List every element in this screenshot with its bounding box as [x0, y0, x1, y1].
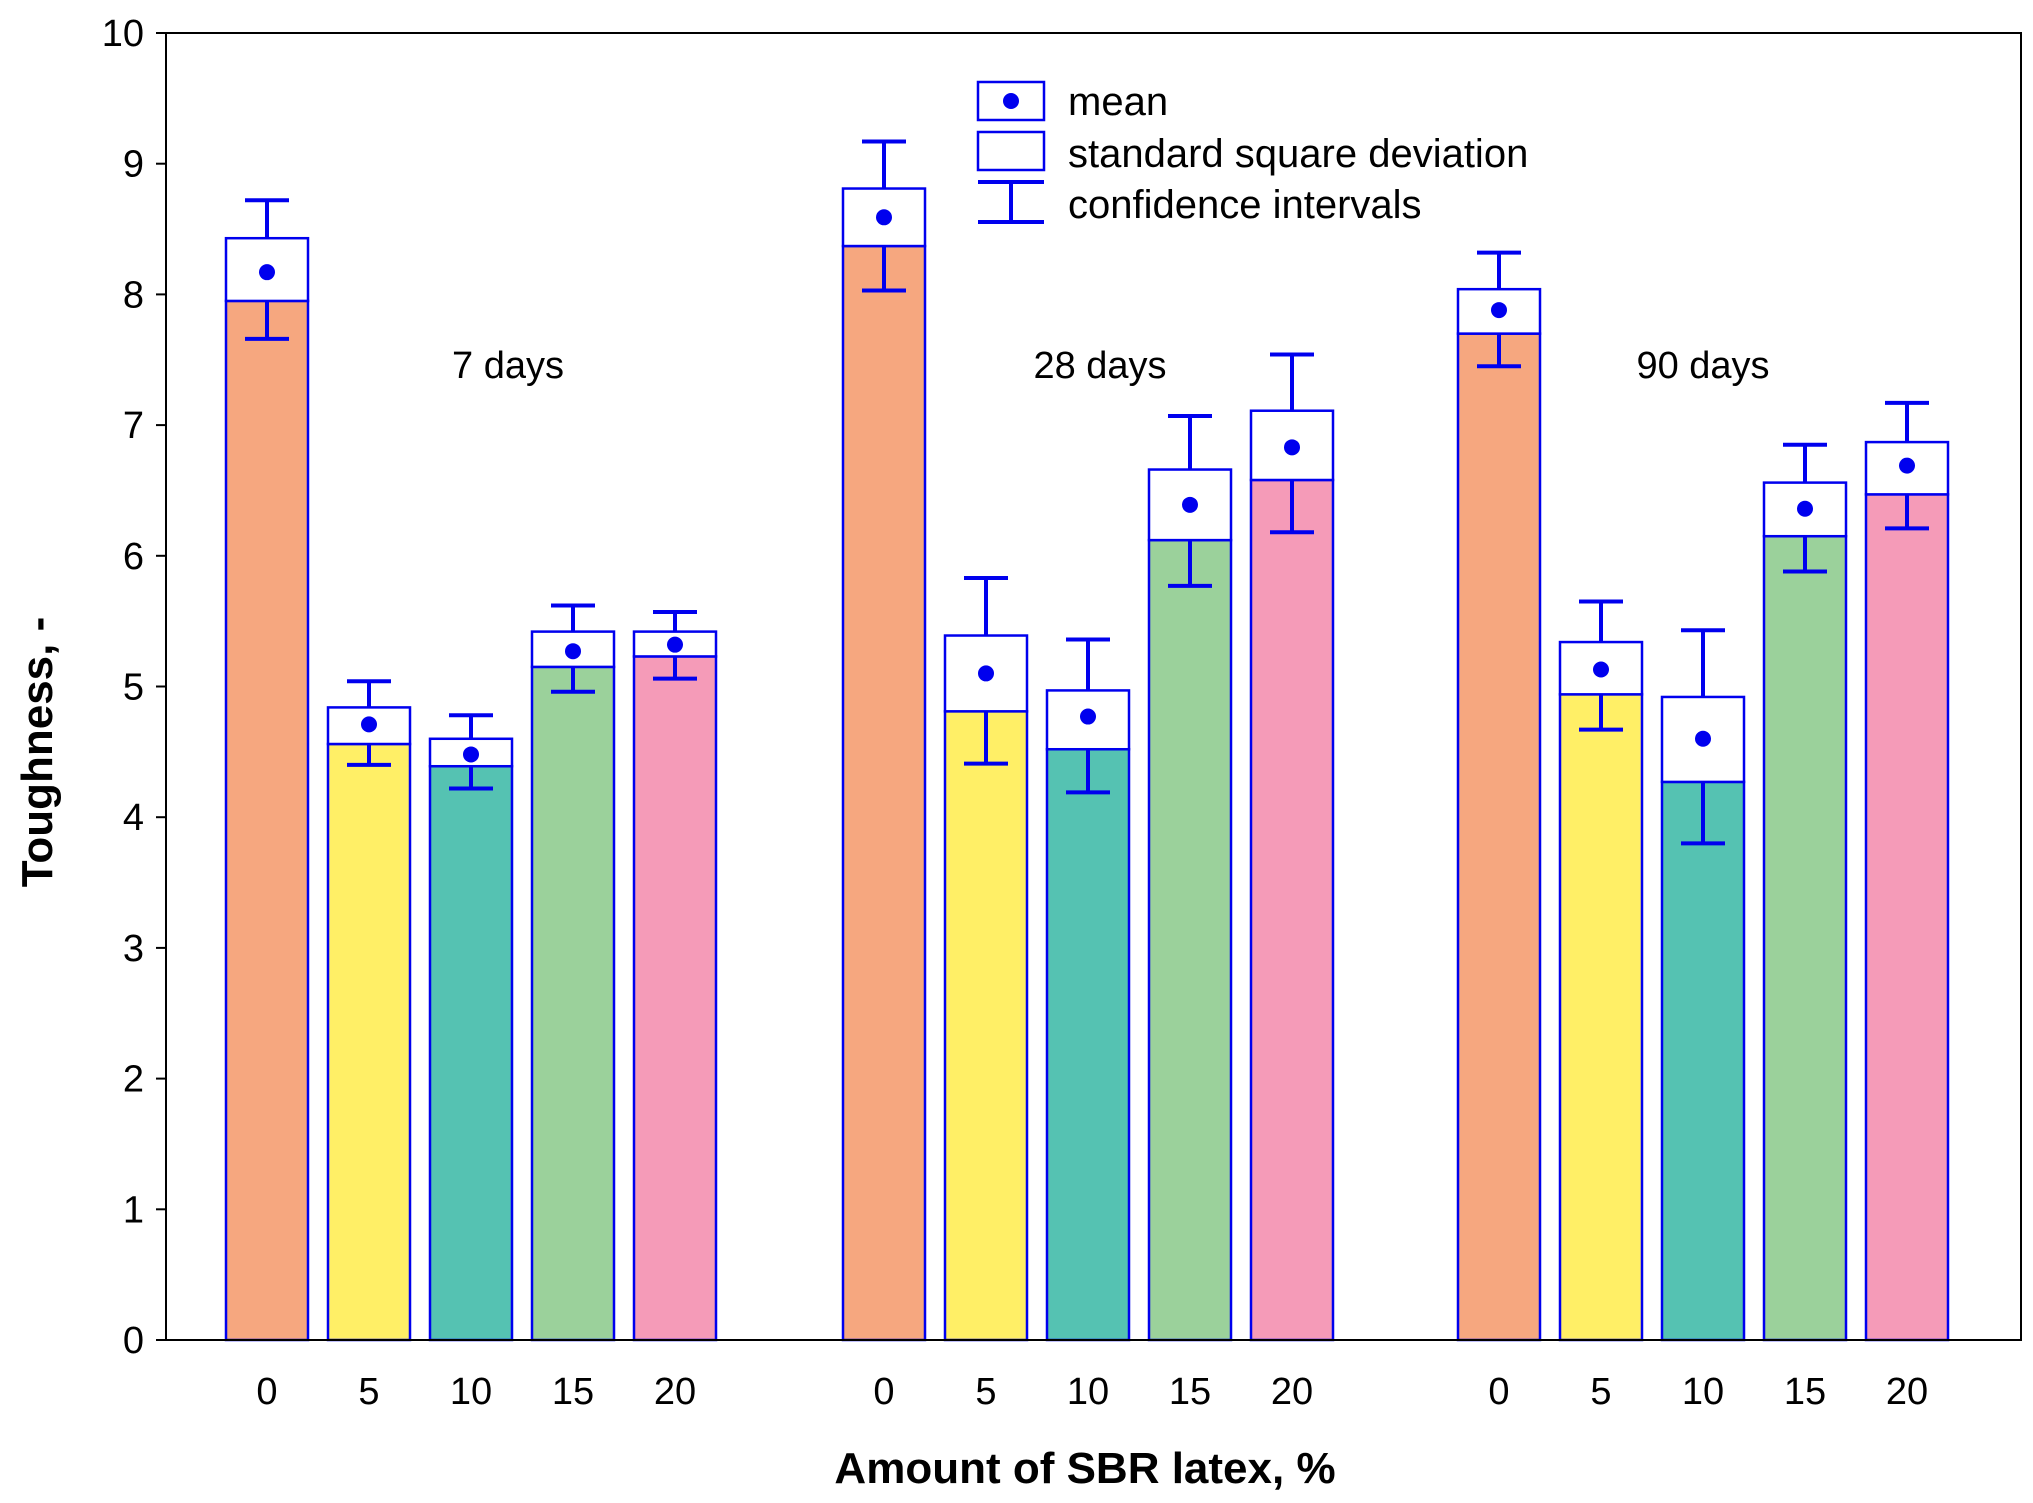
bar-g0-c10 — [428, 764, 514, 1342]
mean-point-g1-c20 — [1284, 439, 1300, 456]
x-tick-label-g0-c15: 15 — [552, 1371, 594, 1413]
y-tick-label-5: 5 — [123, 667, 144, 709]
group-7-days — [224, 198, 718, 1342]
bar-g2-c20 — [1864, 493, 1950, 1342]
legend-sd-box — [976, 130, 1046, 172]
x-tick-label-g2-c15: 15 — [1784, 1371, 1826, 1413]
axes-layer: 0 1 2 3 4 5 6 7 8 9 10 0 5 10 15 20 0 5 10 15 20 0 5 10 15 20 — [102, 13, 2022, 1413]
mean-point-g2-c20 — [1899, 457, 1915, 474]
y-tick-label-2: 2 — [123, 1059, 144, 1101]
mean-point-g2-c10 — [1695, 730, 1711, 747]
bar-g0-c15 — [530, 665, 616, 1342]
bar-g2-c10 — [1660, 780, 1746, 1342]
y-tick-label-10: 10 — [102, 13, 144, 55]
group-label-90-days: 90 days — [1636, 345, 1769, 387]
group-label-7-days: 7 days — [452, 345, 564, 387]
mean-point-g1-c5 — [978, 665, 994, 682]
x-tick-label-g1-c10: 10 — [1067, 1371, 1109, 1413]
x-tick-label-g1-c0: 0 — [873, 1371, 894, 1413]
x-tick-label-g1-c15: 15 — [1169, 1371, 1211, 1413]
mean-point-g2-c15 — [1797, 500, 1813, 517]
bar-g1-c0 — [841, 244, 927, 1342]
bars-layer — [224, 139, 1950, 1342]
x-tick-label-g1-c20: 20 — [1271, 1371, 1313, 1413]
bar-g1-c10 — [1045, 747, 1131, 1342]
bar-g2-c15 — [1762, 534, 1848, 1342]
bar-g2-c0 — [1456, 332, 1542, 1342]
group-90-days — [1456, 250, 1950, 1342]
mean-point-g1-c15 — [1182, 496, 1198, 513]
y-tick-label-4: 4 — [123, 797, 144, 839]
x-tick-label-g2-c10: 10 — [1682, 1371, 1724, 1413]
y-tick-label-0: 0 — [123, 1320, 144, 1362]
x-tick-label-g0-c5: 5 — [358, 1371, 379, 1413]
mean-point-g0-c20 — [667, 636, 683, 653]
sd-box-g0-c15 — [530, 630, 616, 669]
y-tick-label-8: 8 — [123, 274, 144, 316]
bar-g0-c5 — [326, 742, 412, 1342]
y-tick-label-7: 7 — [123, 405, 144, 447]
group-28-days — [841, 139, 1335, 1342]
x-tick-label-g2-c5: 5 — [1590, 1371, 1611, 1413]
legend-mean-marker — [1003, 93, 1019, 109]
mean-point-g0-c10 — [463, 746, 479, 763]
mean-point-g2-c5 — [1593, 661, 1609, 678]
y-tick-label-3: 3 — [123, 928, 144, 970]
legend-mean-box — [976, 80, 1046, 122]
mean-point-g2-c0 — [1491, 302, 1507, 319]
legend: mean standard square deviation confidence … — [976, 80, 1528, 227]
mean-point-g0-c15 — [565, 643, 581, 660]
bar-g0-c20 — [632, 655, 718, 1342]
x-tick-label-g1-c5: 5 — [975, 1371, 996, 1413]
bar-g1-c20 — [1249, 478, 1335, 1342]
x-axis-title: Amount of SBR latex, % — [834, 1444, 1335, 1493]
mean-point-g0-c0 — [259, 264, 275, 281]
y-tick-label-6: 6 — [123, 536, 144, 578]
y-axis-title: Toughness, - — [13, 617, 62, 888]
mean-point-g0-c5 — [361, 716, 377, 733]
x-tick-label-g2-c20: 20 — [1886, 1371, 1928, 1413]
legend-mean-label: mean — [1068, 80, 1168, 124]
mean-point-g1-c0 — [876, 209, 892, 226]
y-tick-label-9: 9 — [123, 144, 144, 186]
x-tick-label-g2-c0: 0 — [1488, 1371, 1509, 1413]
bar-g1-c15 — [1147, 538, 1233, 1342]
x-tick-label-g0-c0: 0 — [256, 1371, 277, 1413]
labels-layer: Toughness, - Amount of SBR latex, % 7 da… — [13, 345, 1770, 1493]
mean-point-g1-c10 — [1080, 708, 1096, 725]
bar-g0-c0 — [224, 299, 310, 1342]
y-tick-label-1: 1 — [123, 1189, 144, 1231]
legend-ci-label: confidence intervals — [1068, 183, 1422, 227]
group-label-28-days: 28 days — [1033, 345, 1166, 387]
x-tick-label-g0-c20: 20 — [654, 1371, 696, 1413]
legend-sd-label: standard square deviation — [1068, 132, 1528, 176]
bar-g2-c5 — [1558, 693, 1644, 1342]
x-tick-label-g0-c10: 10 — [450, 1371, 492, 1413]
bar-g1-c5 — [943, 710, 1029, 1342]
